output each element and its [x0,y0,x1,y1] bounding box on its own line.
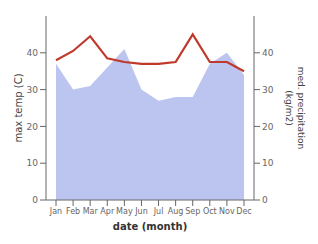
svg-text:10: 10 [262,158,274,168]
svg-text:Jan: Jan [49,207,62,216]
svg-text:30: 30 [262,85,274,95]
svg-text:Oct: Oct [203,207,217,216]
svg-text:0: 0 [32,195,38,205]
svg-text:Feb: Feb [66,207,80,216]
svg-text:Sep: Sep [185,207,200,216]
svg-text:date (month): date (month) [113,221,187,232]
svg-text:20: 20 [262,122,274,132]
svg-text:40: 40 [27,48,39,58]
svg-text:max temp (C): max temp (C) [13,73,24,142]
svg-text:Jul: Jul [153,207,164,216]
svg-text:Dec: Dec [236,207,251,216]
svg-text:Jun: Jun [134,207,148,216]
svg-text:med. precipitation(kg/m2): med. precipitation(kg/m2) [284,67,306,149]
svg-text:20: 20 [27,122,39,132]
svg-text:40: 40 [262,48,274,58]
svg-text:30: 30 [27,85,39,95]
svg-text:Mar: Mar [83,207,99,216]
svg-text:Nov: Nov [219,207,235,216]
svg-text:May: May [116,207,133,216]
svg-text:Aug: Aug [168,207,184,216]
svg-text:10: 10 [27,158,39,168]
svg-text:Apr: Apr [100,207,115,216]
svg-text:0: 0 [262,195,268,205]
